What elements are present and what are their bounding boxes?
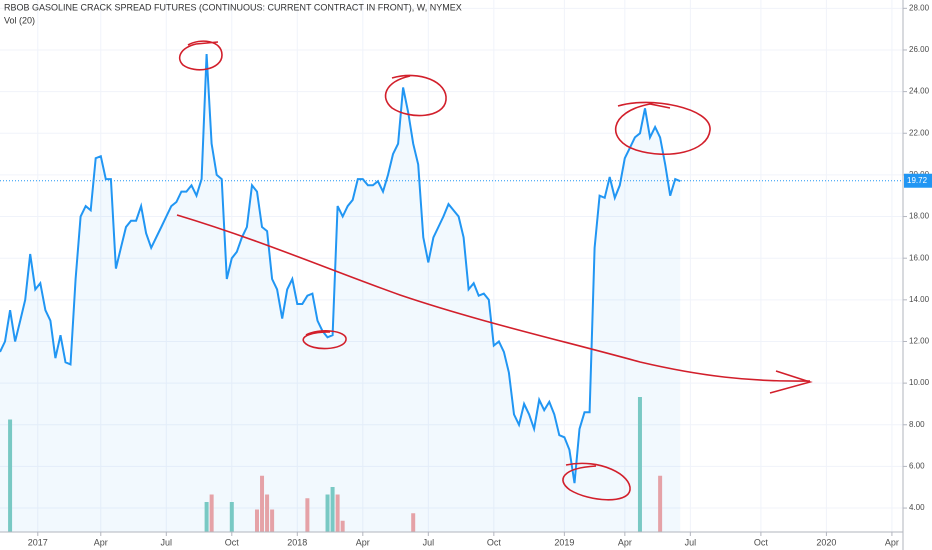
volume-bar [260, 475, 265, 532]
y-tick-label: 12.00 [909, 337, 930, 346]
x-tick-label: 2017 [28, 537, 48, 547]
annotation-circle [302, 330, 347, 350]
volume-bar [270, 509, 275, 532]
x-tick-label: 2018 [287, 537, 307, 547]
last-price-label: 19.72 [907, 176, 928, 185]
volume-bar [658, 475, 663, 532]
x-tick-label: Oct [754, 537, 769, 547]
y-tick-label: 6.00 [909, 462, 925, 471]
volume-bar [325, 494, 330, 532]
x-tick-label: Jul [423, 537, 435, 547]
annotation-arrowhead [769, 370, 813, 394]
plot [0, 54, 903, 532]
annotation-curve [176, 214, 811, 382]
volume-bar [265, 494, 270, 532]
y-tick-label: 4.00 [909, 503, 925, 512]
volume-bar [411, 513, 416, 532]
annotation-circle [614, 101, 711, 156]
axes: 4.006.008.0010.0012.0014.0016.0018.0020.… [28, 3, 932, 547]
y-tick-label: 24.00 [909, 87, 930, 96]
y-tick-label: 10.00 [909, 378, 930, 387]
grid [0, 0, 903, 532]
annotation-circle [384, 74, 447, 117]
y-tick-label: 16.00 [909, 253, 930, 262]
volume-bar [209, 494, 214, 532]
x-tick-label: Apr [618, 537, 632, 547]
y-tick-label: 18.00 [909, 212, 930, 221]
volume-bar [335, 494, 340, 532]
volume-bar [229, 502, 234, 532]
x-tick-label: Apr [885, 537, 899, 547]
y-tick-label: 14.00 [909, 295, 930, 304]
x-tick-label: 2019 [554, 537, 574, 547]
y-tick-label: 28.00 [909, 3, 930, 12]
chart-subtitle: Vol (20) [4, 15, 35, 25]
x-tick-label: Oct [225, 537, 240, 547]
y-tick-label: 26.00 [909, 45, 930, 54]
x-tick-label: Apr [94, 537, 108, 547]
volume-bar [340, 520, 345, 532]
volume-bar [637, 397, 642, 532]
volume-bar [8, 419, 13, 532]
y-tick-label: 8.00 [909, 420, 925, 429]
x-tick-label: Oct [487, 537, 502, 547]
annotation-circle [179, 40, 223, 71]
annotation-circle [562, 462, 631, 501]
volume-bar [330, 487, 335, 532]
x-tick-label: Jul [161, 537, 173, 547]
x-tick-label: Jul [685, 537, 697, 547]
volume-bar [254, 509, 259, 532]
area [0, 54, 681, 532]
annotations [176, 40, 813, 501]
last-price-box [904, 173, 932, 188]
volume-bar [305, 498, 310, 532]
chart-title: RBOB GASOLINE CRACK SPREAD FUTURES (CONT… [4, 2, 462, 12]
x-tick-label: 2020 [816, 537, 836, 547]
x-tick-label: Apr [356, 537, 370, 547]
line [0, 54, 681, 484]
volume-bar [204, 502, 209, 532]
y-tick-label: 22.00 [909, 128, 930, 137]
